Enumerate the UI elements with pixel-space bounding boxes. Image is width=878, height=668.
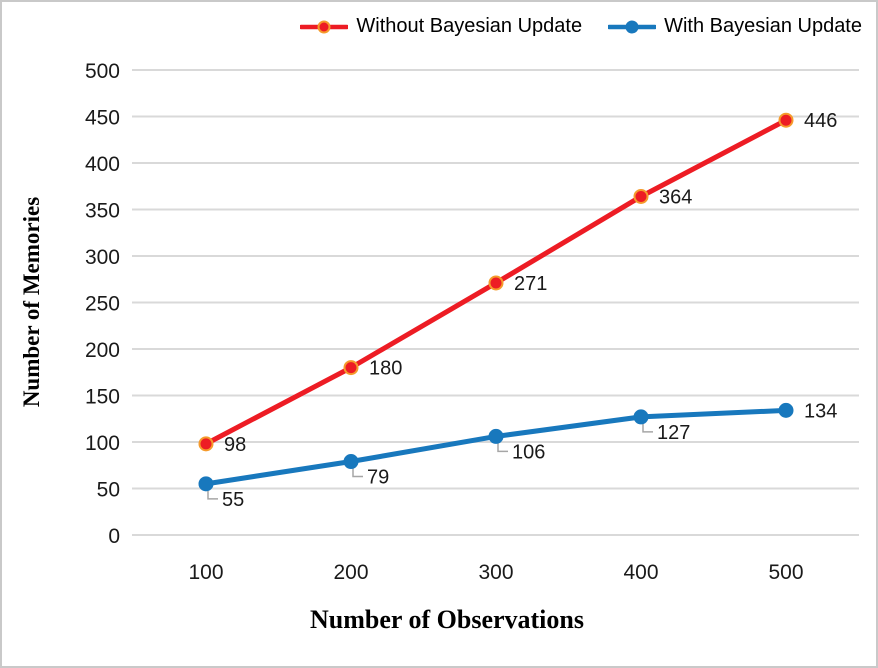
data-point-marker (343, 360, 359, 376)
data-label: 271 (514, 273, 547, 295)
series-line (203, 407, 789, 487)
y-tick-label: 250 (85, 293, 120, 316)
label-leader-line (352, 468, 363, 478)
data-point-marker (778, 402, 794, 418)
y-tick-label: 300 (85, 246, 120, 269)
x-axis-title: Number of Observations (310, 605, 584, 634)
data-label: 98 (224, 434, 246, 456)
x-tick-label: 100 (188, 561, 223, 584)
legend-label: Without Bayesian Update (356, 15, 583, 37)
label-leader-line (207, 490, 218, 500)
label-leader-line (642, 423, 653, 433)
x-tick-label: 200 (333, 561, 368, 584)
data-label: 180 (369, 358, 402, 380)
data-label: 134 (804, 400, 837, 422)
data-label: 55 (222, 489, 244, 511)
y-tick-label: 50 (97, 479, 120, 502)
y-tick-label: 200 (85, 339, 120, 362)
y-axis-title: Number of Memories (19, 196, 44, 408)
data-label: 127 (657, 422, 690, 444)
data-point-marker (488, 428, 504, 444)
data-point-marker (198, 476, 214, 492)
y-tick-label: 150 (85, 386, 120, 409)
data-label: 446 (804, 110, 837, 132)
legend-item-with-bayesian-update: With Bayesian Update (608, 15, 862, 38)
data-label: 106 (512, 441, 545, 463)
data-point-marker (778, 112, 794, 128)
y-tick-label: 350 (85, 200, 120, 223)
legend-marker-blue-line-icon (608, 20, 657, 33)
y-tick-label: 400 (85, 153, 120, 176)
legend-label: With Bayesian Update (664, 15, 862, 37)
y-tick-label: 100 (85, 432, 120, 455)
legend-item-without-bayesian-update: Without Bayesian Update (300, 15, 582, 38)
legend-sample-dot (317, 20, 331, 33)
data-point-marker (343, 454, 359, 470)
x-tick-label: 300 (478, 561, 513, 584)
y-tick-label: 0 (108, 525, 120, 548)
data-point-marker (633, 188, 649, 204)
label-leader-line (497, 443, 508, 453)
data-point-marker (488, 275, 504, 291)
y-tick-label: 450 (85, 107, 120, 130)
legend-sample-dot (625, 20, 639, 33)
data-point-marker (633, 409, 649, 425)
x-tick-label: 400 (623, 561, 658, 584)
legend-marker-red-line-icon (300, 20, 349, 33)
data-label: 364 (659, 186, 692, 208)
data-point-marker (198, 436, 214, 452)
x-tick-label: 500 (768, 561, 803, 584)
legend: Without Bayesian Update With Bayesian Up… (300, 15, 862, 38)
y-tick-label: 500 (85, 60, 120, 83)
data-label: 79 (367, 467, 389, 489)
